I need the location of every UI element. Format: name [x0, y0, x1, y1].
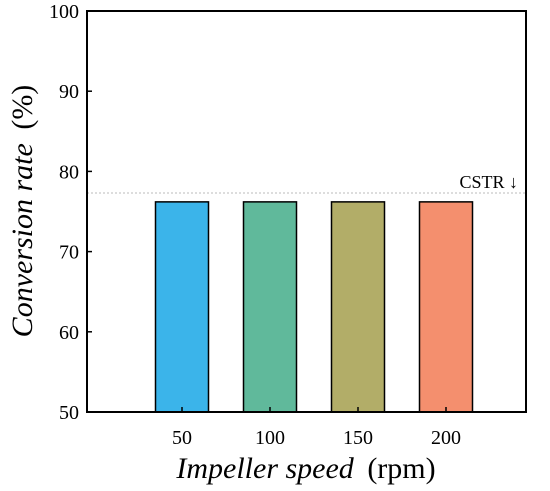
y-axis-title: Conversion rate (%)	[6, 85, 39, 338]
y-axis-title-main: Conversion rate	[6, 143, 39, 337]
y-tick-label: 90	[59, 81, 79, 103]
x-tick-label: 50	[172, 427, 192, 449]
y-tick-label: 70	[59, 242, 79, 264]
x-axis-title-main: Impeller speed	[175, 452, 354, 485]
reference-line-label: CSTR ↓	[459, 172, 518, 192]
x-tick-label: 100	[255, 427, 285, 449]
x-tick-label: 200	[431, 427, 461, 449]
x-tick-label: 150	[343, 427, 373, 449]
x-axis-title: Impeller speed (rpm)	[175, 452, 435, 485]
y-tick-label: 60	[59, 322, 79, 344]
bar-150-rpm	[330, 201, 386, 413]
y-tick-label: 100	[49, 1, 79, 23]
bar-50-rpm	[154, 201, 210, 413]
bar-200-rpm	[418, 201, 474, 413]
x-axis-title-unit: (rpm)	[367, 452, 435, 485]
bar-100-rpm	[242, 201, 298, 413]
y-tick-label: 50	[59, 402, 79, 424]
y-axis-title-unit: (%)	[6, 85, 39, 130]
plot-frame	[86, 10, 527, 413]
y-tick-label: 80	[59, 161, 79, 183]
